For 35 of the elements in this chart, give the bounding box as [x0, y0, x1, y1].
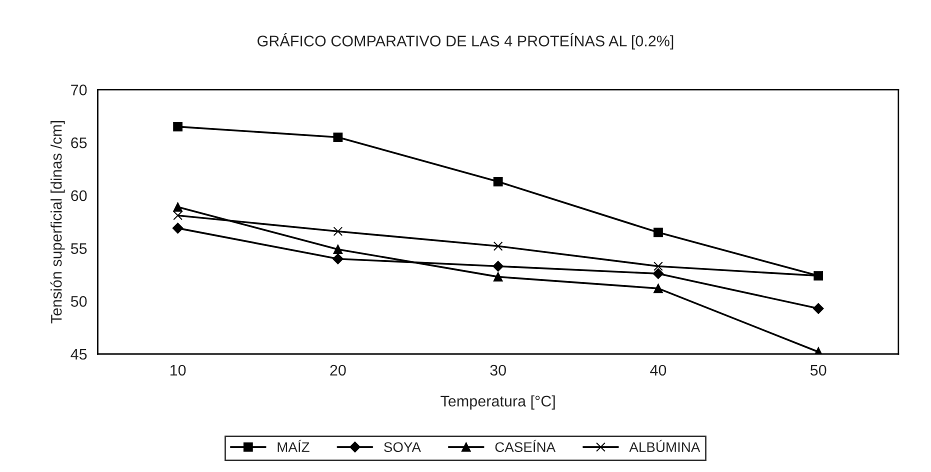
- point: [173, 210, 183, 220]
- legend-label: SOYA: [384, 442, 421, 452]
- point: [172, 222, 184, 234]
- y-tick-label: 70: [71, 84, 87, 96]
- point: [493, 272, 503, 282]
- point: [173, 202, 183, 212]
- point: [333, 226, 343, 236]
- point: [173, 122, 183, 132]
- y-axis-title: Tensión superficial [dinas /cm]: [50, 121, 65, 324]
- x-tick-label: 30: [490, 364, 506, 376]
- legend-label: ALBÚMINA: [629, 440, 700, 452]
- point: [652, 268, 664, 280]
- point: [333, 244, 343, 254]
- x-axis-title: Temperatura [°C]: [440, 395, 555, 410]
- chart-title: GRÁFICO COMPARATIVO DE LAS 4 PROTEÍNAS AL [0.2%]: [258, 33, 674, 50]
- legend-label: CASEÍNA: [495, 440, 556, 452]
- y-tick-label: 60: [71, 190, 87, 202]
- point: [493, 176, 503, 186]
- point: [333, 132, 343, 142]
- point: [332, 253, 344, 264]
- y-tick-label: 65: [71, 137, 87, 148]
- point: [493, 241, 503, 251]
- point: [812, 303, 824, 314]
- x-tick-label: 50: [810, 364, 826, 376]
- y-tick-label: 50: [70, 296, 87, 307]
- x-tick-label: 20: [330, 364, 346, 376]
- y-tick-label: 45: [70, 349, 87, 360]
- point: [654, 228, 663, 238]
- legend-label: MAÍZ: [278, 440, 310, 452]
- point: [492, 260, 504, 272]
- point: [654, 284, 663, 294]
- x-tick-label: 40: [650, 364, 666, 376]
- x-tick-label: 10: [170, 364, 186, 376]
- point: [654, 262, 663, 271]
- y-tick-label: 55: [70, 243, 87, 254]
